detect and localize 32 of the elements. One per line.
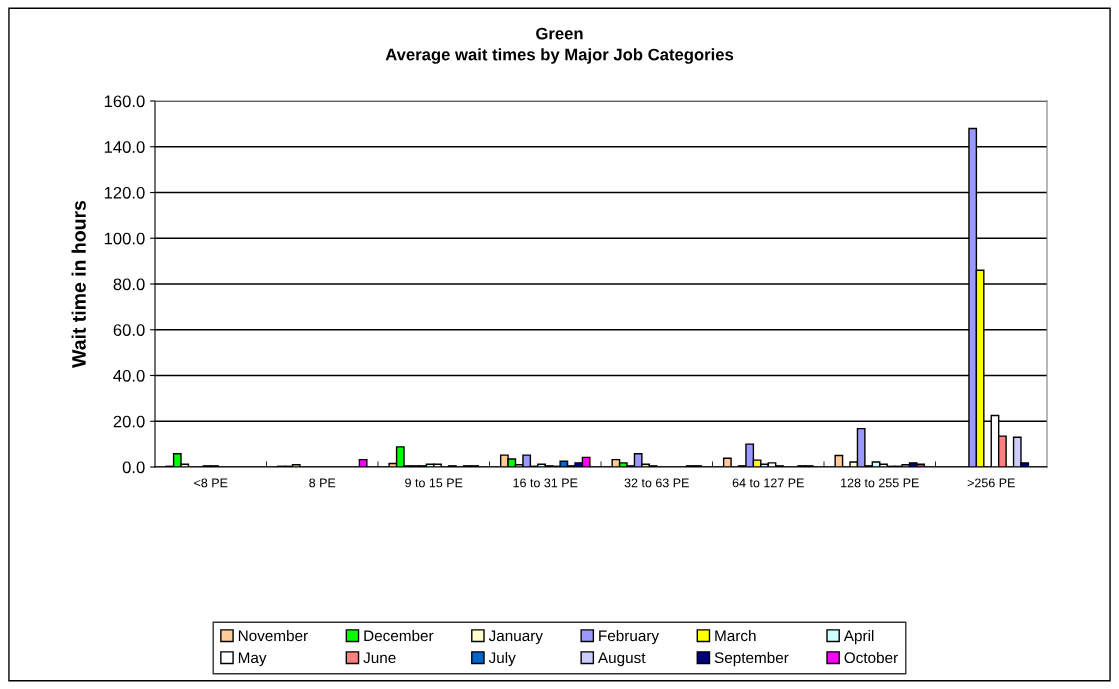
legend-label: July	[488, 651, 516, 667]
legend-label: October	[844, 651, 898, 664]
legend-label: April	[843, 629, 874, 645]
x-tick-label: 64 to 127 PE	[732, 478, 804, 488]
legend-label: June	[363, 652, 396, 664]
legend-label: February	[599, 629, 660, 645]
y-tick-label: 120.0	[104, 186, 145, 199]
chart-title: Green	[536, 27, 583, 40]
x-tick-label: 32 to 63 PE	[624, 478, 689, 488]
legend-label: November	[238, 629, 308, 642]
y-tick-label: 100.0	[104, 232, 145, 245]
y-tick-label: 160.0	[104, 95, 145, 108]
legend-label: March	[715, 629, 756, 642]
y-tick-label: 80.0	[113, 278, 145, 291]
x-tick-label: >256 PE	[967, 478, 1015, 488]
x-tick-label: 8 PE	[309, 478, 336, 488]
x-tick-label: 9 to 15 PE	[405, 478, 463, 488]
y-tick-label: 0.0	[122, 461, 145, 474]
chart-subtitle: Average wait times by Major Job Categories	[385, 48, 734, 64]
x-tick-label: 16 to 31 PE	[513, 478, 578, 488]
y-axis-title: Wait time in hours	[71, 200, 86, 368]
x-tick-label: <8 PE	[194, 478, 228, 488]
x-tick-label: 128 to 255 PE	[841, 478, 919, 488]
legend-label: January	[488, 630, 543, 645]
y-tick-label: 140.0	[104, 141, 145, 153]
legend-label: September	[714, 651, 789, 667]
legend-label: May	[238, 652, 267, 667]
y-tick-label: 20.0	[113, 415, 145, 428]
y-tick-label: 40.0	[113, 369, 145, 382]
legend-label: December	[364, 629, 434, 642]
y-tick-label: 60.0	[113, 324, 145, 336]
legend-label: August	[597, 652, 646, 667]
